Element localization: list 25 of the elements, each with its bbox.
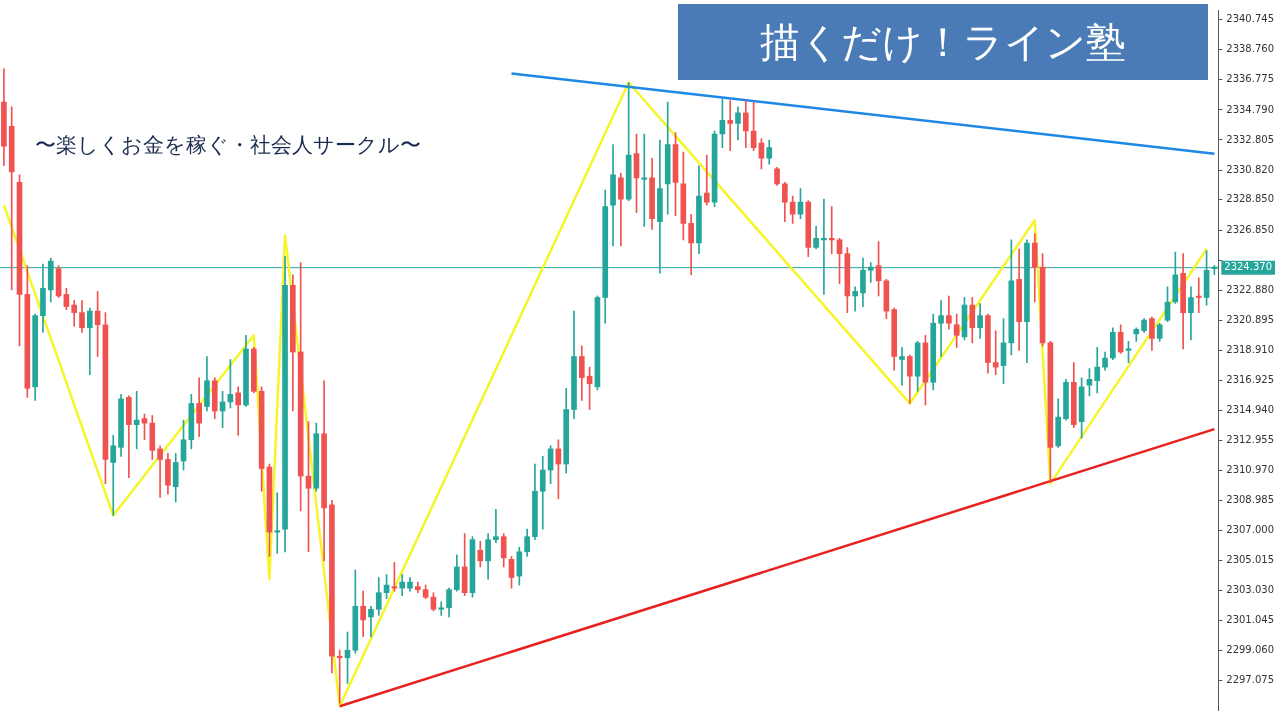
y-tick-label: 2326.850: [1226, 223, 1274, 235]
y-tick-label: 2316.925: [1226, 373, 1274, 385]
y-tick-label: 2340.745: [1226, 13, 1274, 25]
y-tick-label: 2328.850: [1226, 193, 1274, 205]
y-tick-label: 2312.955: [1226, 434, 1274, 446]
y-tick-label: 2320.895: [1226, 313, 1274, 325]
y-tick-label: 2310.970: [1226, 464, 1274, 476]
y-tick-label: 2330.820: [1226, 163, 1274, 175]
y-tick-label: 2314.940: [1226, 404, 1274, 415]
y-tick-label: 2332.805: [1226, 133, 1274, 145]
y-tick-label: 2336.775: [1226, 73, 1274, 85]
y-tick-label: 2303.030: [1226, 584, 1274, 596]
ref-line-label: 2324.370: [1224, 261, 1272, 273]
y-tick-label: 2308.985: [1226, 494, 1274, 506]
y-tick-label: 2318.910: [1226, 343, 1274, 355]
text: 〜楽しくお金を稼ぐ・社会人サークル〜: [35, 132, 421, 159]
y-tick-label: 2307.000: [1226, 524, 1274, 536]
y-tick-label: 2305.015: [1226, 554, 1274, 566]
y-tick-label: 2297.075: [1226, 674, 1274, 686]
y-tick-label: 2301.045: [1226, 614, 1274, 626]
candlestick: [438, 601, 445, 616]
y-tick-label: 2322.880: [1226, 283, 1274, 295]
y-tick-label: 2334.790: [1226, 103, 1274, 115]
y-tick-label: 2299.060: [1226, 644, 1274, 656]
y-tick-label: 2338.760: [1226, 43, 1274, 55]
